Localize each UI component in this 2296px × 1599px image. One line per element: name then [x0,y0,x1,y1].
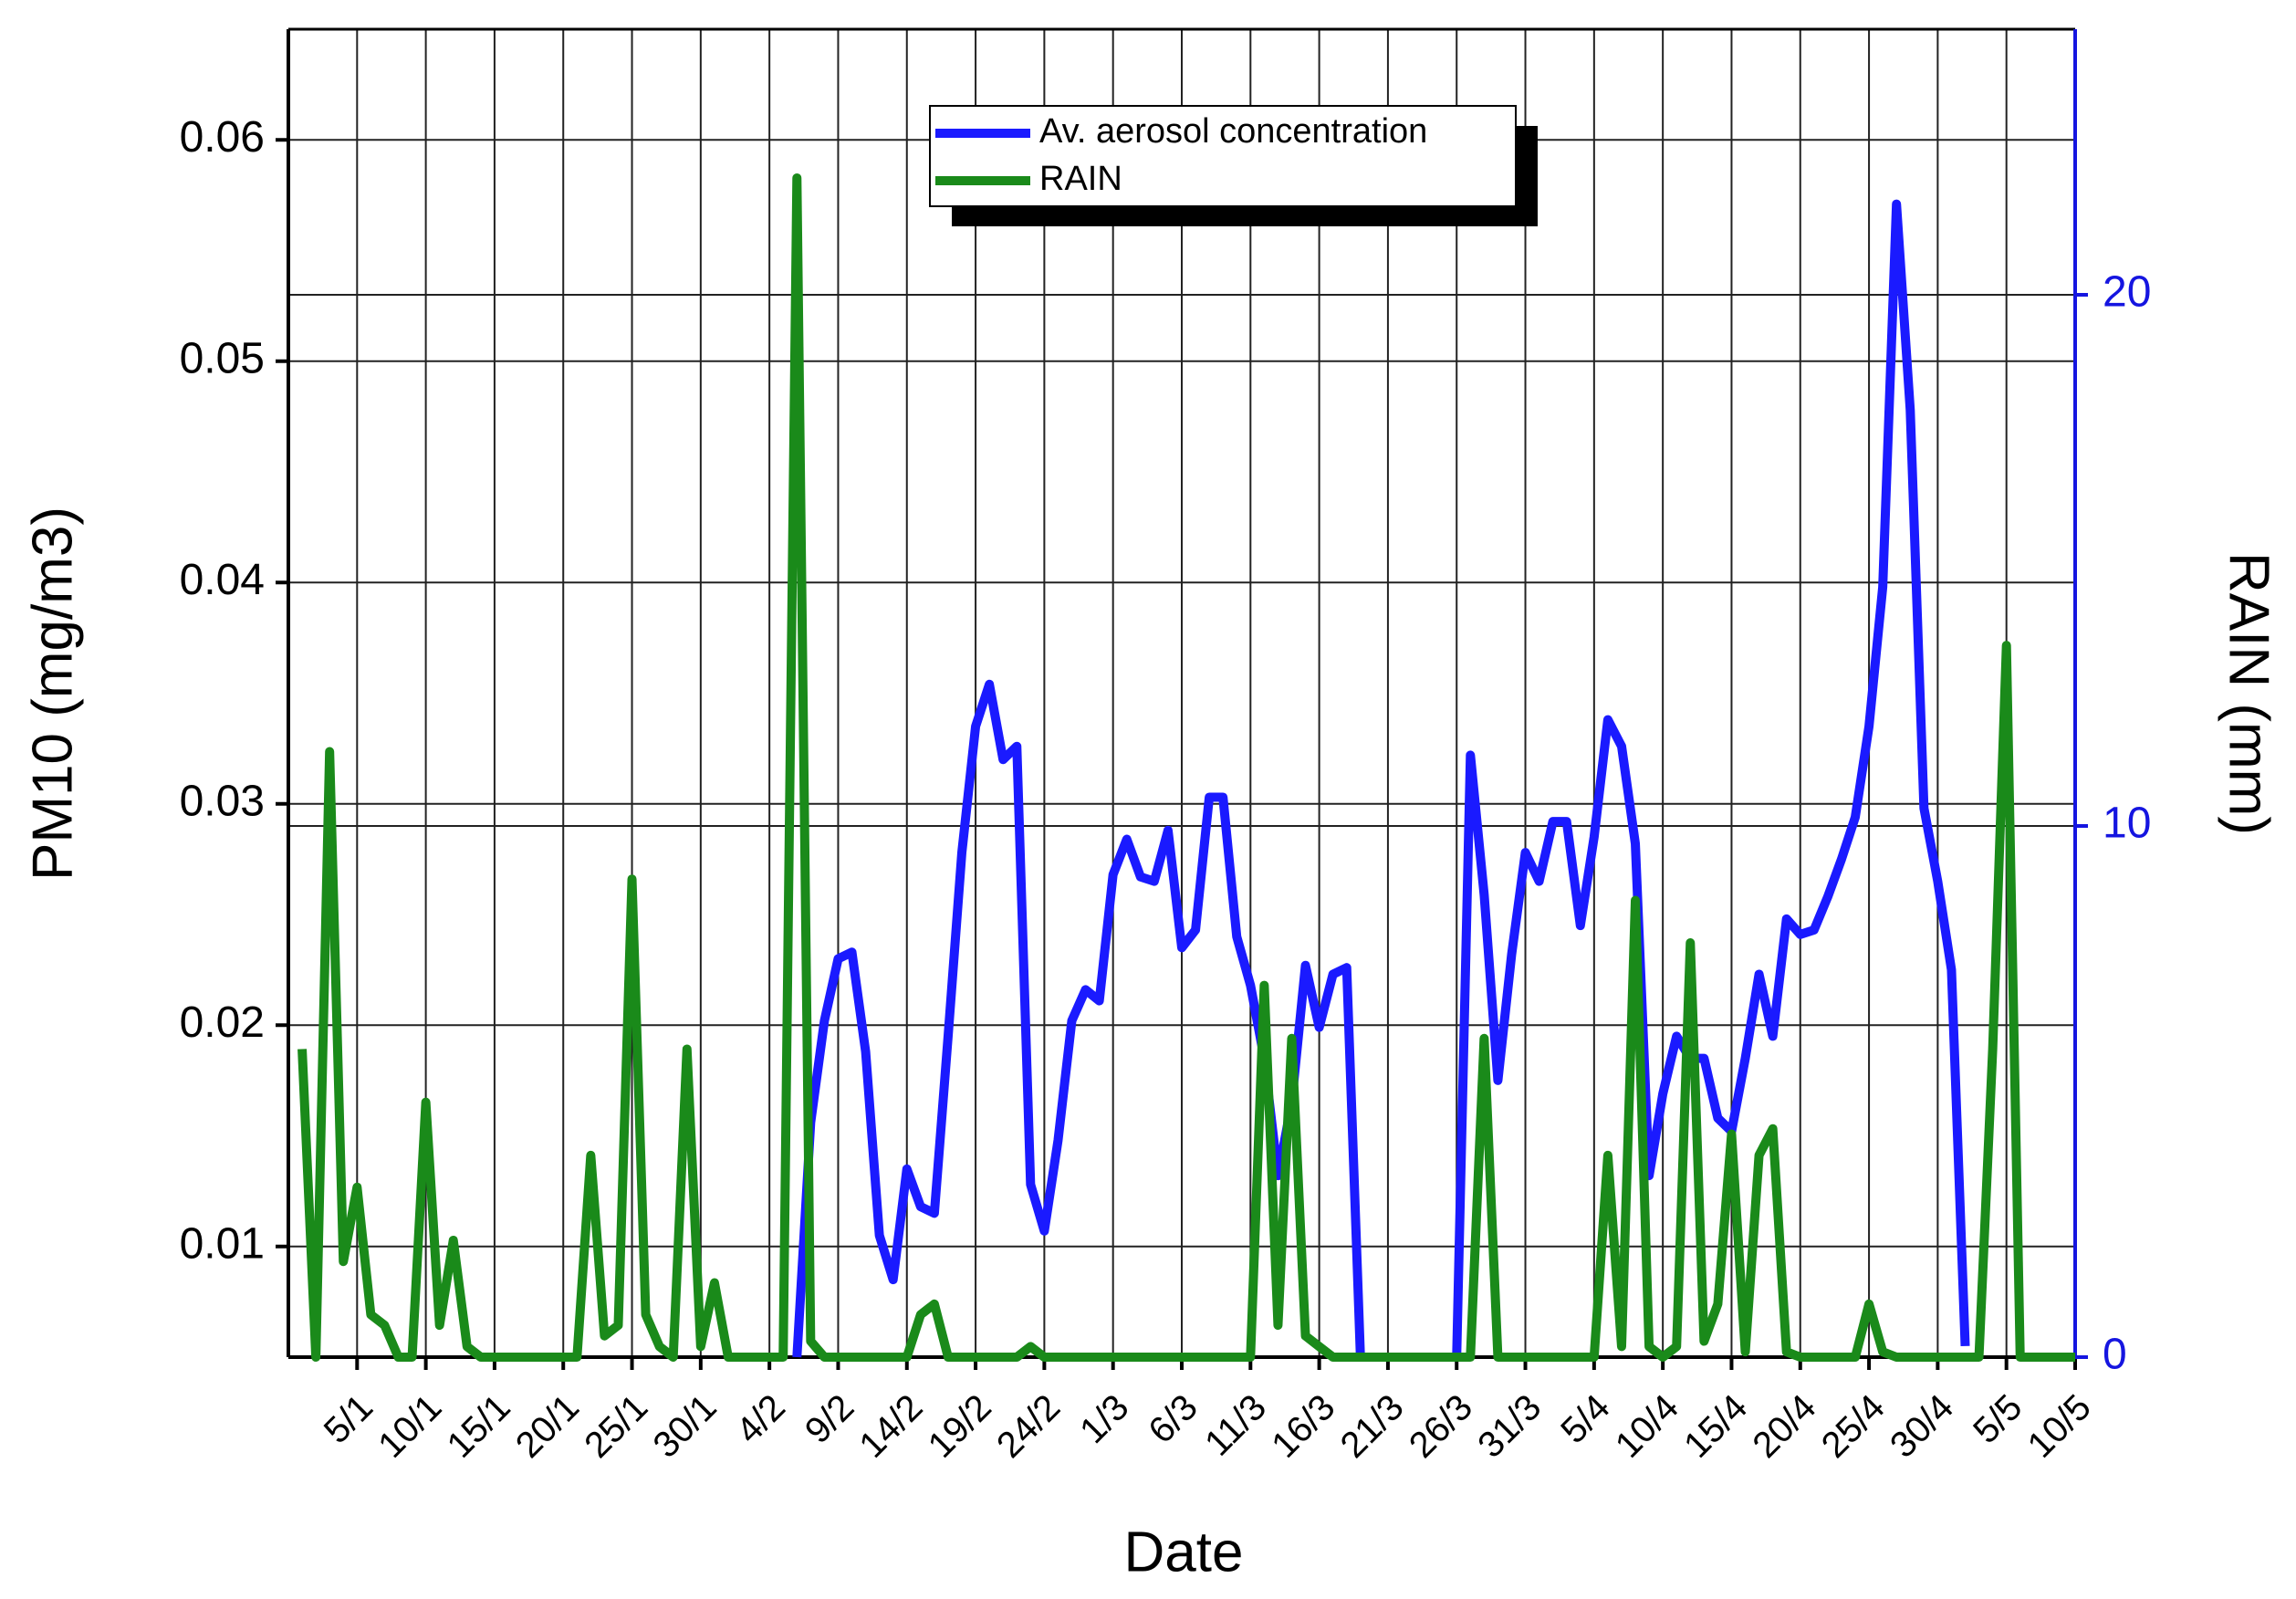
x-tick-label: 21/3 [1333,1387,1412,1466]
legend [929,105,1517,207]
y-tick-label: 0.01 [180,1219,265,1268]
y2-tick-label: 0 [2103,1331,2127,1379]
y-tick-label: 0.03 [180,777,265,825]
x-axis-title: Date [1124,1521,1244,1583]
x-tick-label: 10/1 [370,1387,449,1466]
x-tick-label: 30/4 [1883,1387,1961,1466]
y2-tick-label: 20 [2103,268,2151,317]
y-axis-title: PM10 (mg/m3) [21,507,84,881]
y-tick-label: 0.02 [180,998,265,1047]
x-tick-label: 5/5 [1966,1387,2030,1451]
y-tick-label: 0.06 [180,113,265,162]
x-tick-label: 6/3 [1141,1387,1205,1451]
x-tick-label: 5/1 [317,1387,381,1451]
x-tick-label: 24/2 [989,1387,1068,1466]
y2-axis-title: RAIN (mm) [2218,552,2280,835]
x-tick-label: 31/3 [1470,1387,1549,1466]
y2-tick-label: 10 [2103,800,2151,848]
legend-label: Av. aerosol concentration [1039,112,1427,151]
x-tick-label: 10/4 [1608,1387,1686,1466]
x-tick-label: 25/4 [1814,1387,1893,1466]
x-tick-label: 11/3 [1197,1387,1274,1464]
x-tick-label: 15/1 [440,1387,518,1466]
x-tick-label: 5/4 [1553,1387,1617,1451]
x-tick-label: 30/1 [646,1387,725,1466]
x-tick-label: 15/4 [1676,1387,1755,1466]
x-tick-label: 14/2 [851,1387,930,1466]
x-tick-label: 26/3 [1402,1387,1480,1466]
x-tick-label: 19/2 [921,1387,999,1466]
x-tick-label: 20/4 [1745,1387,1823,1466]
legend-label: RAIN [1039,160,1122,198]
x-tick-label: 1/3 [1072,1387,1136,1451]
series-line [1452,199,1970,1358]
x-tick-label: 10/5 [2020,1387,2099,1466]
y-tick-label: 0.05 [180,334,265,382]
x-tick-label: 25/1 [577,1387,655,1466]
series-line [297,172,2075,1362]
x-tick-label: 16/3 [1264,1387,1342,1466]
y-tick-label: 0.04 [180,556,265,604]
x-tick-label: 9/2 [798,1387,861,1451]
x-tick-label: 4/2 [729,1387,793,1451]
x-tick-label: 20/1 [508,1387,587,1466]
